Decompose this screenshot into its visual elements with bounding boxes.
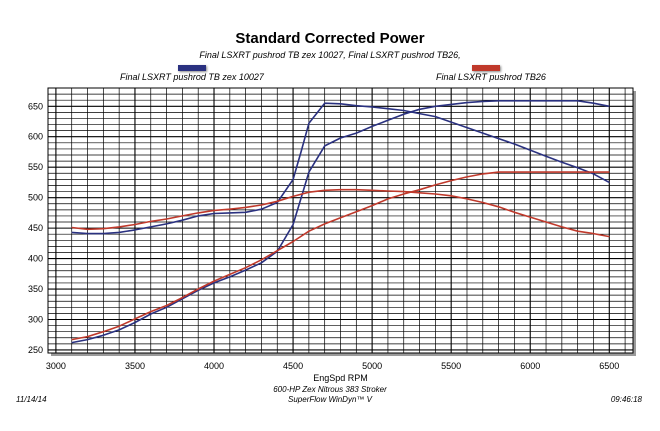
footer-engine: 600-HP Zex Nitrous 383 Stroker (273, 385, 387, 394)
y-tick-label: 400 (28, 254, 43, 264)
x-tick-label: 6500 (599, 361, 619, 371)
legend-label-series2: Final LSXRT pushrod TB26 (436, 72, 546, 82)
legend-swatch-series2 (472, 65, 500, 71)
y-tick-label: 600 (28, 132, 43, 142)
footer-software: SuperFlow WinDyn™ V (288, 395, 372, 404)
grid (48, 87, 633, 353)
x-axis-label: EngSpd RPM (313, 373, 368, 383)
series-1-line-2 (71, 100, 610, 344)
series-2-line-1 (71, 188, 610, 238)
x-tick-label: 4500 (283, 361, 303, 371)
series-lines (71, 100, 610, 344)
x-tick-label: 3500 (125, 361, 145, 371)
chart-title: Standard Corrected Power (235, 30, 425, 47)
y-tick-label: 450 (28, 223, 43, 233)
x-tick-label: 4000 (204, 361, 224, 371)
legend-swatch-series1 (178, 65, 206, 71)
legend-label-series1: Final LSXRT pushrod TB zex 10027 (120, 72, 264, 82)
y-tick-label: 550 (28, 162, 43, 172)
x-tick-label: 3000 (46, 361, 66, 371)
chart-subtitle: Final LSXRT pushrod TB zex 10027, Final … (199, 50, 461, 60)
x-tick-label: 5500 (441, 361, 461, 371)
x-tick-label: 5000 (362, 361, 382, 371)
y-tick-label: 500 (28, 193, 43, 203)
series-2-line-2 (71, 171, 610, 341)
y-tick-label: 250 (28, 345, 43, 355)
footer-time: 09:46:18 (610, 395, 642, 404)
x-tick-label: 6000 (520, 361, 540, 371)
series-1-line-1 (71, 102, 610, 235)
tick-labels: 3000 3500 4000 4500 5000 5500 6000 6500 250 300 35… (28, 101, 619, 371)
y-tick-label: 650 (28, 101, 43, 111)
y-tick-label: 300 (28, 314, 43, 324)
y-tick-label: 350 (28, 284, 43, 294)
footer-date: 11/14/14 (16, 395, 47, 404)
